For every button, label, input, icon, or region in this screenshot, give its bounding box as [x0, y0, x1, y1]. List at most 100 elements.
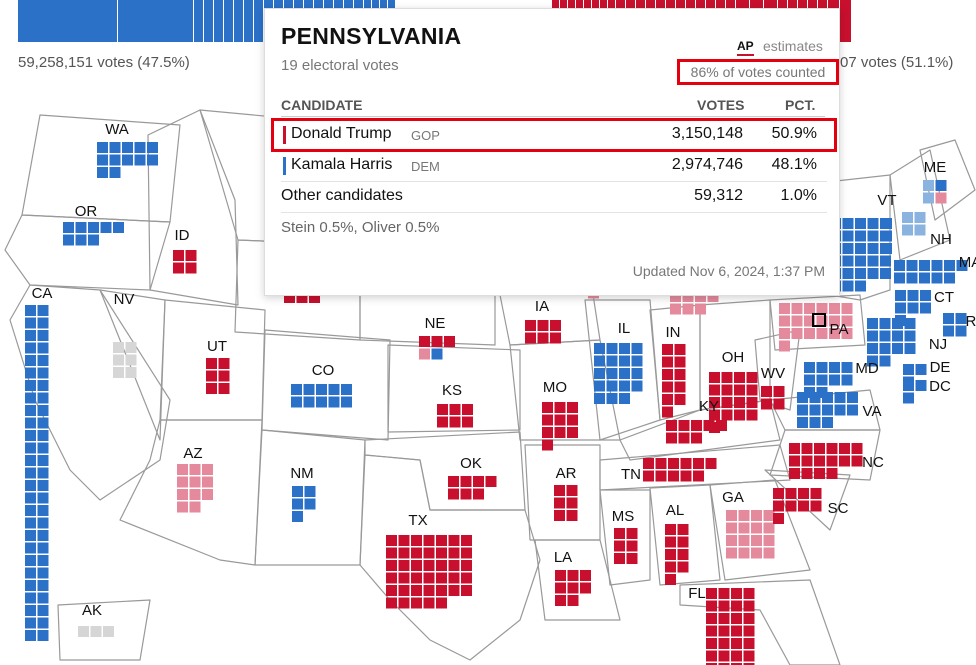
ev-tile[interactable] — [718, 638, 730, 649]
ev-tile[interactable] — [935, 180, 947, 191]
ev-tile[interactable] — [25, 555, 36, 566]
ev-tile[interactable] — [614, 540, 625, 552]
ev-tile[interactable] — [879, 355, 891, 367]
ev-tile[interactable] — [842, 268, 854, 279]
ev-tile[interactable] — [461, 547, 472, 559]
ev-tile[interactable] — [37, 517, 49, 529]
ev-tile[interactable] — [814, 443, 825, 454]
ev-tile[interactable] — [177, 476, 188, 488]
ev-tile[interactable] — [567, 582, 579, 594]
ev-tile[interactable] — [594, 393, 605, 404]
ev-tile[interactable] — [761, 386, 772, 397]
ev-tile[interactable] — [594, 343, 605, 354]
ev-tile[interactable] — [606, 393, 618, 404]
ev-tile[interactable] — [567, 595, 579, 606]
state-wa-tiles[interactable] — [97, 142, 158, 178]
ev-tile[interactable] — [566, 510, 578, 521]
ev-tile[interactable] — [902, 224, 913, 236]
ev-tile[interactable] — [37, 630, 49, 641]
ev-tile[interactable] — [801, 455, 813, 467]
ev-tile[interactable] — [914, 224, 926, 236]
ev-tile[interactable] — [703, 420, 715, 431]
ev-tile[interactable] — [386, 535, 397, 546]
ev-tile[interactable] — [842, 230, 854, 242]
ev-tile[interactable] — [867, 343, 878, 354]
ev-tile[interactable] — [726, 535, 737, 546]
ev-tile[interactable] — [867, 230, 879, 242]
ev-tile[interactable] — [554, 402, 566, 413]
ev-tile[interactable] — [655, 458, 667, 469]
ev-tile[interactable] — [826, 443, 838, 454]
ev-tile[interactable] — [567, 414, 578, 426]
ev-tile[interactable] — [881, 218, 892, 229]
state-co-tiles[interactable] — [291, 384, 352, 408]
ev-tile[interactable] — [25, 367, 36, 379]
ev-tile[interactable] — [594, 355, 605, 367]
ev-tile[interactable] — [537, 320, 549, 331]
ev-tile[interactable] — [177, 464, 188, 475]
ev-tile[interactable] — [677, 524, 689, 535]
ev-tile[interactable] — [97, 154, 108, 166]
ev-tile[interactable] — [718, 663, 730, 665]
ev-tile[interactable] — [619, 355, 630, 367]
ev-tile[interactable] — [655, 470, 667, 482]
ev-tile[interactable] — [731, 638, 742, 649]
ev-tile[interactable] — [662, 369, 673, 380]
ev-tile[interactable] — [37, 417, 49, 429]
ev-tile[interactable] — [855, 268, 866, 279]
ev-tile[interactable] — [626, 553, 638, 564]
ev-tile[interactable] — [25, 405, 36, 416]
ev-tile[interactable] — [763, 522, 775, 534]
ev-tile[interactable] — [944, 260, 955, 271]
ev-tile[interactable] — [37, 555, 49, 566]
ev-tile[interactable] — [847, 392, 858, 403]
ev-tile[interactable] — [906, 260, 918, 271]
ev-tile[interactable] — [743, 625, 755, 637]
state-la-tiles[interactable] — [555, 570, 591, 606]
ev-tile[interactable] — [316, 384, 327, 395]
state-me-tiles[interactable] — [923, 180, 947, 204]
ev-tile[interactable] — [751, 547, 762, 559]
ev-tile[interactable] — [461, 585, 472, 596]
ev-tile[interactable] — [709, 384, 720, 396]
ev-tile[interactable] — [903, 380, 914, 391]
ev-tile[interactable] — [801, 443, 813, 454]
ev-tile[interactable] — [709, 397, 720, 408]
ev-tile[interactable] — [460, 488, 472, 500]
ev-tile[interactable] — [37, 392, 49, 404]
ev-tile[interactable] — [892, 330, 903, 342]
ev-tile[interactable] — [763, 547, 775, 559]
ev-tile[interactable] — [906, 272, 918, 284]
ev-tile[interactable] — [935, 192, 947, 204]
ev-tile[interactable] — [189, 501, 201, 513]
ev-tile[interactable] — [804, 362, 815, 373]
ev-tile[interactable] — [829, 315, 840, 327]
ev-tile[interactable] — [731, 625, 742, 637]
ev-tile[interactable] — [555, 570, 566, 581]
ev-tile[interactable] — [903, 392, 914, 404]
ev-tile[interactable] — [37, 617, 49, 629]
ev-tile[interactable] — [779, 328, 790, 339]
ev-tile[interactable] — [662, 406, 673, 418]
ev-tile[interactable] — [437, 416, 448, 428]
ev-tile[interactable] — [398, 547, 410, 559]
ev-tile[interactable] — [851, 455, 863, 467]
ev-tile[interactable] — [731, 650, 742, 662]
ev-tile[interactable] — [448, 572, 460, 584]
ev-tile[interactable] — [816, 328, 828, 339]
ev-tile[interactable] — [580, 570, 591, 581]
state-nc-tiles[interactable] — [789, 443, 863, 479]
ev-tile[interactable] — [122, 154, 133, 166]
ev-tile[interactable] — [721, 409, 733, 421]
ev-tile[interactable] — [437, 404, 448, 415]
ev-tile[interactable] — [804, 328, 815, 339]
ev-tile[interactable] — [829, 328, 840, 339]
ev-tile[interactable] — [423, 560, 435, 571]
ev-tile[interactable] — [411, 572, 422, 584]
ev-tile[interactable] — [662, 394, 673, 405]
ev-tile[interactable] — [738, 510, 750, 521]
ev-tile[interactable] — [743, 588, 755, 599]
ev-tile[interactable] — [291, 396, 302, 408]
ev-tile[interactable] — [731, 613, 742, 624]
ev-tile[interactable] — [449, 416, 461, 428]
